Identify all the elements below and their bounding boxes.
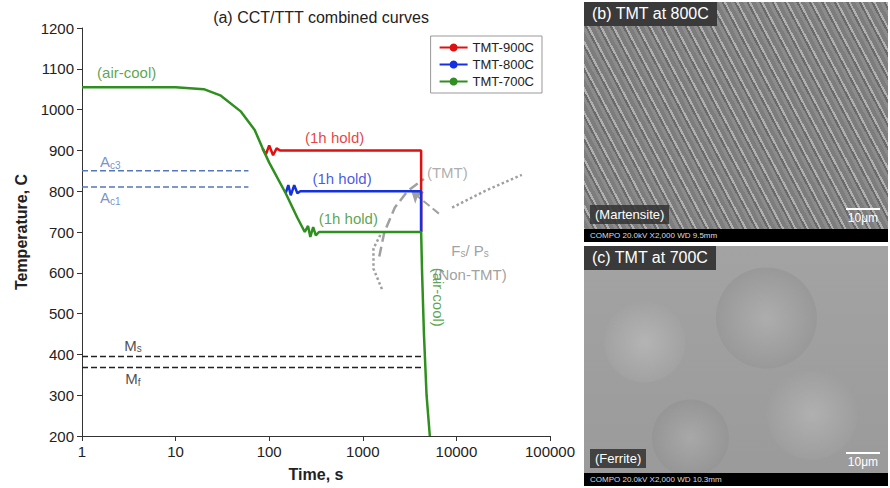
svg-text:1000: 1000 <box>346 443 379 460</box>
svg-text:(a) CCT/TTT combined curves: (a) CCT/TTT combined curves <box>213 9 429 26</box>
svg-text:TMT-900C: TMT-900C <box>473 40 534 55</box>
html-text:10μm: 10μm <box>847 211 879 225</box>
svg-text:1: 1 <box>78 443 86 460</box>
svg-text:1200: 1200 <box>41 20 74 37</box>
svg-text:(1h hold): (1h hold) <box>319 210 378 227</box>
svg-text:M: M <box>125 370 138 387</box>
svg-text:(air-cool): (air-cool) <box>430 267 448 327</box>
svg-text:s: s <box>484 248 489 259</box>
svg-text:200: 200 <box>49 428 74 445</box>
svg-text:A: A <box>100 153 110 170</box>
svg-text:A: A <box>100 189 110 206</box>
svg-text:TMT-700C: TMT-700C <box>473 74 534 89</box>
html-text:(Martensite): (Martensite) <box>595 207 665 222</box>
svg-text:900: 900 <box>49 142 74 159</box>
svg-text:(air-cool): (air-cool) <box>97 64 156 81</box>
svg-text:(Non-TMT): (Non-TMT) <box>433 266 506 283</box>
html-text:COMPO 20.0kV X2,000 WD 9.5mm: COMPO 20.0kV X2,000 WD 9.5mm <box>590 231 718 240</box>
svg-text:(1h hold): (1h hold) <box>312 170 371 187</box>
svg-text:f: f <box>138 377 141 388</box>
svg-text:400: 400 <box>49 346 74 363</box>
svg-text:10000: 10000 <box>436 443 478 460</box>
svg-text:800: 800 <box>49 183 74 200</box>
svg-text:c3: c3 <box>110 160 121 171</box>
svg-text:100000: 100000 <box>525 443 575 460</box>
svg-text:Time, s: Time, s <box>289 466 344 483</box>
svg-text:P: P <box>474 242 484 259</box>
html-text:10μm: 10μm <box>847 455 879 469</box>
svg-text:Temperature, C: Temperature, C <box>13 173 30 290</box>
html-text:(c) TMT at 700C: (c) TMT at 700C <box>592 249 708 266</box>
svg-text:(1h hold): (1h hold) <box>305 129 364 146</box>
html-text:(b) TMT at 800C: (b) TMT at 800C <box>592 5 709 22</box>
html-text:(Ferrite): (Ferrite) <box>595 451 642 466</box>
svg-text:300: 300 <box>49 387 74 404</box>
svg-text:10: 10 <box>167 443 184 460</box>
svg-text:M: M <box>124 337 137 354</box>
svg-text:c1: c1 <box>110 196 121 207</box>
svg-text:700: 700 <box>49 224 74 241</box>
svg-text:1100: 1100 <box>42 60 74 77</box>
svg-text:500: 500 <box>49 305 74 322</box>
svg-text:/: / <box>465 242 473 259</box>
svg-text:600: 600 <box>49 264 74 281</box>
svg-text:s: s <box>460 248 466 260</box>
svg-text:(TMT): (TMT) <box>427 164 468 181</box>
html-text:COMPO 20.0kV X2,000 WD 10.3mm: COMPO 20.0kV X2,000 WD 10.3mm <box>590 475 722 484</box>
svg-text:TMT-800C: TMT-800C <box>473 57 534 72</box>
svg-text:100: 100 <box>257 443 282 460</box>
svg-text:F: F <box>451 242 460 259</box>
svg-text:s: s <box>137 343 142 354</box>
svg-text:1000: 1000 <box>41 101 74 118</box>
